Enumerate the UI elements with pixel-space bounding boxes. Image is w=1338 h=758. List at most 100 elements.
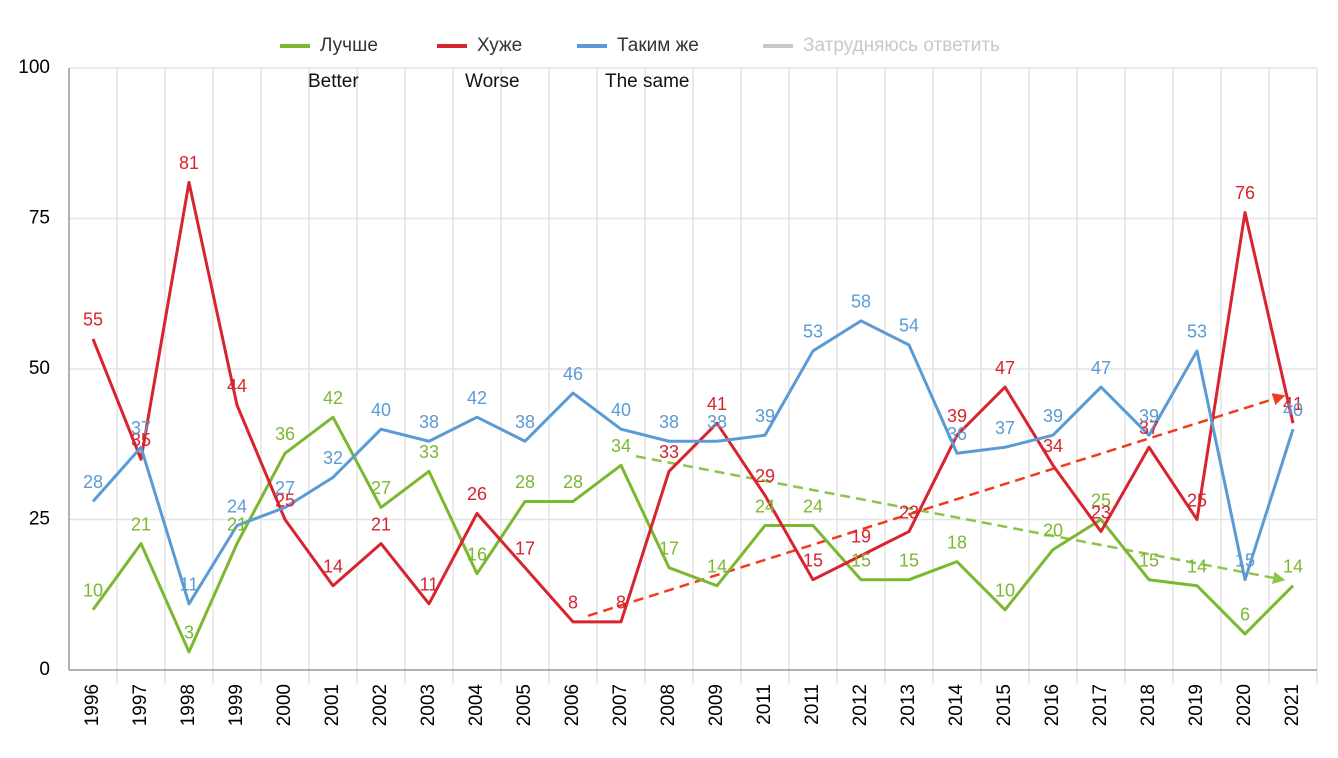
x-tick-label: 2007 — [610, 684, 631, 726]
data-label: 41 — [707, 394, 727, 414]
data-label: 47 — [995, 358, 1015, 378]
x-tick-label: 1998 — [178, 684, 199, 726]
legend-label: Таким же — [617, 35, 699, 56]
data-label: 38 — [707, 412, 727, 432]
data-label: 76 — [1235, 183, 1255, 203]
y-tick-label: 50 — [29, 358, 50, 379]
data-label: 37 — [131, 418, 151, 438]
data-label: 41 — [1283, 394, 1303, 414]
y-tick-label: 75 — [29, 208, 50, 229]
legend-translation: The same — [605, 71, 689, 92]
legend-label: Лучше — [320, 35, 378, 56]
x-tick-label: 2004 — [466, 684, 487, 727]
data-label: 81 — [179, 153, 199, 173]
data-label: 34 — [1043, 436, 1063, 456]
data-label: 27 — [371, 478, 391, 498]
data-label: 42 — [467, 388, 487, 408]
data-label: 14 — [323, 556, 343, 576]
y-tick-label: 25 — [29, 509, 50, 530]
x-tick-label: 2020 — [1234, 684, 1255, 726]
x-tick-label: 2013 — [898, 684, 919, 726]
x-tick-label: 2017 — [1090, 684, 1111, 726]
x-tick-label: 2014 — [946, 684, 967, 727]
x-tick-label: 2005 — [514, 684, 535, 726]
x-tick-label: 2003 — [418, 684, 439, 726]
data-label: 40 — [611, 400, 631, 420]
data-label: 39 — [1139, 406, 1159, 426]
data-label: 14 — [1187, 556, 1207, 576]
data-label: 46 — [563, 364, 583, 384]
data-label: 24 — [227, 496, 247, 516]
x-tick-label: 2001 — [322, 684, 343, 726]
data-label: 25 — [275, 490, 295, 510]
data-label: 33 — [419, 442, 439, 462]
data-label: 15 — [803, 550, 823, 570]
data-label: 32 — [323, 448, 343, 468]
data-label: 15 — [1139, 550, 1159, 570]
data-label: 8 — [568, 593, 578, 613]
y-tick-label: 0 — [39, 659, 50, 680]
data-label: 40 — [1283, 400, 1303, 420]
data-label: 16 — [467, 544, 487, 564]
data-label: 44 — [227, 376, 247, 396]
x-tick-label: 2006 — [562, 684, 583, 726]
data-label: 17 — [659, 538, 679, 558]
x-tick-label: 2011 — [802, 684, 823, 725]
data-label: 24 — [755, 496, 775, 516]
data-label: 19 — [851, 526, 871, 546]
data-label: 11 — [180, 575, 199, 595]
data-label: 42 — [323, 388, 343, 408]
data-label: 27 — [275, 478, 295, 498]
data-label: 35 — [131, 430, 151, 450]
data-label: 39 — [755, 406, 775, 426]
data-label: 58 — [851, 292, 871, 312]
data-label: 17 — [515, 538, 535, 558]
data-label: 18 — [947, 532, 967, 552]
data-label: 37 — [1139, 418, 1159, 438]
data-label: 15 — [899, 550, 919, 570]
x-tick-label: 2018 — [1138, 684, 1159, 726]
x-tick-label: 2016 — [1042, 684, 1063, 726]
series-line — [91, 319, 1295, 606]
data-label: 55 — [83, 310, 103, 330]
data-label: 23 — [899, 502, 919, 522]
data-label: 38 — [419, 412, 439, 432]
data-label: 15 — [851, 550, 871, 570]
data-label: 36 — [947, 424, 967, 444]
y-tick-label: 100 — [18, 57, 50, 78]
data-label: 25 — [1187, 490, 1207, 510]
x-tick-label: 2008 — [658, 684, 679, 726]
data-label: 36 — [275, 424, 295, 444]
data-label: 6 — [1240, 605, 1250, 625]
x-tick-label: 2021 — [1282, 684, 1303, 726]
x-tick-label: 2002 — [370, 684, 391, 726]
trend-line — [635, 455, 1286, 584]
data-label: 39 — [947, 406, 967, 426]
data-label: 14 — [707, 556, 727, 576]
data-label: 47 — [1091, 358, 1111, 378]
data-label: 21 — [371, 514, 391, 534]
x-tick-label: 1996 — [82, 684, 103, 726]
data-label: 38 — [515, 412, 535, 432]
data-label: 34 — [611, 436, 631, 456]
data-label: 53 — [1187, 322, 1207, 342]
data-label: 10 — [83, 581, 103, 601]
legend-label: Затрудняюсь ответить — [803, 35, 1000, 56]
data-label: 38 — [659, 412, 679, 432]
legend-label: Хуже — [477, 35, 522, 56]
x-tick-label: 2015 — [994, 684, 1015, 726]
data-label: 54 — [899, 316, 919, 336]
data-label: 14 — [1283, 556, 1303, 576]
series-line — [91, 180, 1295, 624]
data-label: 25 — [1091, 490, 1111, 510]
data-label: 21 — [227, 514, 247, 534]
legend-translation: Worse — [465, 71, 520, 92]
data-label: 37 — [995, 418, 1015, 438]
data-label: 33 — [659, 442, 679, 462]
data-label: 3 — [184, 623, 194, 643]
x-tick-label: 2000 — [274, 684, 295, 726]
data-label: 40 — [371, 400, 391, 420]
series-line — [91, 415, 1295, 654]
data-label: 21 — [131, 514, 151, 534]
